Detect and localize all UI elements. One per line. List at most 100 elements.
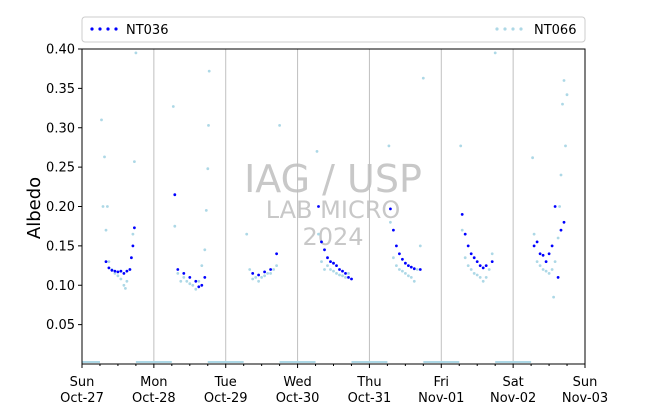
data-point-nt066 xyxy=(125,279,129,283)
data-point-nt036 xyxy=(200,283,204,287)
data-point-nt066 xyxy=(206,167,210,171)
data-point-nt066 xyxy=(347,272,350,275)
data-point-nt066 xyxy=(478,276,482,279)
data-point-nt036 xyxy=(347,276,350,279)
data-point-nt066 xyxy=(412,279,416,283)
data-point-nt036 xyxy=(128,268,132,271)
data-point-nt066 xyxy=(564,144,567,148)
data-point-nt066 xyxy=(538,264,542,267)
data-point-nt036 xyxy=(412,267,416,271)
data-point-nt036 xyxy=(107,266,111,270)
data-point-nt036 xyxy=(541,253,545,257)
data-point-nt066 xyxy=(106,205,109,208)
data-point-nt066 xyxy=(565,93,569,97)
data-point-nt066 xyxy=(329,268,332,271)
data-point-nt066 xyxy=(269,272,272,275)
data-point-nt066 xyxy=(401,269,404,273)
x-tick-date: Oct-27 xyxy=(60,391,104,406)
data-point-nt036 xyxy=(119,269,123,273)
data-point-nt036 xyxy=(475,260,479,263)
x-tick-date: Oct-31 xyxy=(348,391,392,406)
data-point-nt066 xyxy=(122,283,126,287)
data-point-nt036 xyxy=(389,207,392,211)
data-point-nt066 xyxy=(100,118,103,122)
data-point-nt066 xyxy=(459,144,463,148)
night-marker xyxy=(207,361,244,363)
data-point-nt066 xyxy=(466,264,470,267)
data-point-nt036 xyxy=(176,268,180,271)
y-tick-label: 0.15 xyxy=(46,239,75,254)
data-point-nt036 xyxy=(326,256,329,260)
legend-label-nt066: NT066 xyxy=(534,23,576,38)
data-point-nt036 xyxy=(395,244,398,248)
data-point-nt036 xyxy=(418,268,422,271)
data-point-nt066 xyxy=(553,260,557,263)
data-point-nt036 xyxy=(122,272,126,275)
data-point-nt066 xyxy=(278,124,281,127)
data-point-nt036 xyxy=(275,252,278,256)
legend-label-nt036: NT036 xyxy=(126,23,168,38)
watermark-line-1: IAG / USP xyxy=(244,157,422,201)
data-point-nt036 xyxy=(203,276,207,279)
data-point-nt066 xyxy=(257,279,260,283)
data-point-nt066 xyxy=(119,277,123,281)
data-point-nt066 xyxy=(266,272,269,275)
data-point-nt036 xyxy=(401,257,404,261)
data-point-nt066 xyxy=(335,272,338,275)
data-point-nt036 xyxy=(484,264,488,267)
data-point-nt066 xyxy=(320,260,323,263)
data-point-nt066 xyxy=(113,272,117,275)
data-point-nt036 xyxy=(104,260,108,263)
data-point-nt066 xyxy=(531,156,534,160)
data-point-nt066 xyxy=(469,268,473,271)
data-point-nt036 xyxy=(490,260,494,263)
data-point-nt036 xyxy=(269,268,272,271)
legend-frame xyxy=(81,16,586,43)
data-point-nt066 xyxy=(103,155,106,159)
data-point-nt066 xyxy=(245,232,249,236)
data-point-nt066 xyxy=(326,264,329,267)
data-point-nt066 xyxy=(395,264,398,267)
y-tick-label: 0.05 xyxy=(46,318,75,333)
legend: NT036 NT066 xyxy=(81,16,586,43)
watermark: IAG / USP LAB MICRO 2024 xyxy=(244,157,422,251)
data-point-nt066 xyxy=(481,279,485,283)
x-tick-date: Oct-29 xyxy=(204,391,248,406)
data-point-nt036 xyxy=(559,228,563,232)
data-point-nt066 xyxy=(176,272,180,275)
day-gridlines xyxy=(82,49,532,364)
data-point-nt036 xyxy=(460,213,464,216)
data-point-nt066 xyxy=(197,279,201,283)
data-point-nt066 xyxy=(341,274,344,278)
data-point-nt066 xyxy=(541,268,545,271)
data-point-nt036 xyxy=(197,285,201,289)
data-point-nt066 xyxy=(248,268,252,271)
data-point-nt036 xyxy=(532,244,536,248)
data-point-nt036 xyxy=(344,272,347,275)
data-point-nt066 xyxy=(317,232,320,236)
data-point-nt066 xyxy=(254,276,258,279)
data-point-nt036 xyxy=(478,264,482,267)
data-point-nt066 xyxy=(116,274,120,278)
data-point-nt066 xyxy=(171,105,175,108)
data-point-nt066 xyxy=(191,283,195,287)
data-point-nt066 xyxy=(207,69,211,73)
night-marker xyxy=(82,361,100,363)
data-point-nt036 xyxy=(320,240,323,244)
data-point-nt036 xyxy=(133,226,136,230)
data-point-nt066 xyxy=(490,252,494,256)
data-point-nt066 xyxy=(558,205,561,208)
data-point-nt066 xyxy=(472,272,476,275)
data-point-nt036 xyxy=(547,252,551,256)
x-tick-date: Oct-28 xyxy=(132,391,176,406)
data-point-nt036 xyxy=(341,269,344,273)
data-point-nt036 xyxy=(409,265,413,269)
y-axis: 0.05 0.10 0.15 0.20 0.25 0.30 0.35 0.40 xyxy=(46,43,82,333)
data-point-nt066 xyxy=(173,224,177,228)
data-point-nt036 xyxy=(329,260,332,263)
data-point-nt066 xyxy=(463,256,467,260)
data-point-nt066 xyxy=(263,274,266,278)
night-marker xyxy=(423,361,460,363)
data-point-nt036 xyxy=(544,260,548,263)
